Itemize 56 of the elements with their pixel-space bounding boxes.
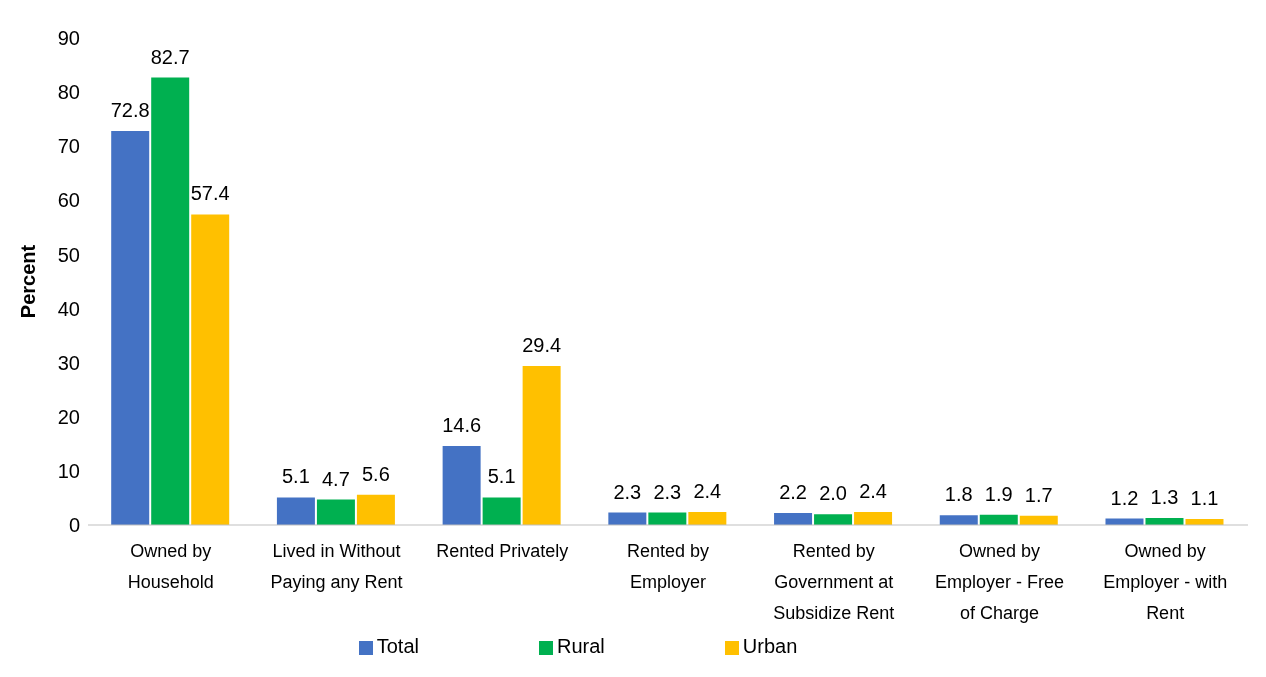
data-label: 5.1 bbox=[282, 465, 310, 488]
data-label: 14.6 bbox=[442, 414, 482, 436]
bar bbox=[939, 515, 978, 525]
y-tick-label: 70 bbox=[57, 135, 80, 158]
x-tick-label: Rented Privately bbox=[436, 541, 569, 561]
bar bbox=[151, 77, 190, 525]
bar bbox=[356, 494, 395, 525]
x-tick-label: Lived in Without Paying any Rent bbox=[270, 541, 403, 592]
y-tick-label: 60 bbox=[57, 189, 80, 212]
x-tick-label: Rented by Employer bbox=[626, 541, 710, 592]
data-label: 1.7 bbox=[1024, 483, 1053, 506]
data-label: 82.7 bbox=[150, 45, 190, 68]
bar bbox=[482, 497, 521, 525]
y-tick-label: 90 bbox=[57, 27, 80, 50]
y-tick-label: 50 bbox=[57, 243, 80, 266]
y-tick-label: 30 bbox=[57, 351, 80, 374]
data-label: 57.4 bbox=[190, 182, 230, 205]
x-tick-label: Owned by Employer - Free of Charge bbox=[934, 541, 1064, 623]
data-label: 2.2 bbox=[779, 481, 807, 504]
data-label: 1.1 bbox=[1190, 487, 1219, 510]
legend-label: Urban bbox=[742, 635, 798, 657]
bar bbox=[522, 365, 561, 525]
data-label: 2.4 bbox=[693, 480, 722, 503]
bar bbox=[688, 512, 727, 525]
bar bbox=[316, 499, 355, 525]
bar bbox=[854, 512, 893, 525]
data-label: 2.4 bbox=[859, 480, 887, 503]
legend-label: Rural bbox=[556, 635, 605, 657]
x-tick-label: Owned by Employer - with Rent bbox=[1103, 541, 1228, 623]
x-tick-label: Rented by Government at Subsidize Rent bbox=[773, 541, 895, 623]
data-label: 2.3 bbox=[653, 480, 682, 503]
bar bbox=[442, 446, 481, 525]
y-tick-label: 20 bbox=[57, 405, 80, 428]
y-tick-label: 10 bbox=[57, 459, 80, 482]
data-label: 1.8 bbox=[944, 483, 973, 506]
data-label: 72.8 bbox=[110, 99, 150, 122]
data-label: 2.0 bbox=[819, 482, 847, 505]
bar bbox=[191, 214, 230, 525]
bar bbox=[774, 513, 813, 525]
data-label: 1.2 bbox=[1110, 486, 1139, 509]
data-label: 29.4 bbox=[522, 333, 562, 356]
bar bbox=[111, 131, 150, 525]
data-label: 4.7 bbox=[322, 467, 350, 490]
data-label: 2.3 bbox=[613, 480, 642, 503]
data-label: 5.1 bbox=[487, 465, 516, 488]
legend-label: Total bbox=[376, 635, 419, 657]
data-label: 5.6 bbox=[362, 462, 390, 485]
y-tick-label: 40 bbox=[57, 297, 80, 320]
y-tick-label: 80 bbox=[57, 81, 80, 104]
y-axis-title: Percent bbox=[17, 244, 40, 319]
bar bbox=[814, 514, 853, 525]
data-label: 1.3 bbox=[1150, 485, 1179, 508]
bar bbox=[276, 497, 315, 525]
data-label: 1.9 bbox=[984, 482, 1013, 505]
y-tick-label: 0 bbox=[68, 514, 80, 537]
x-tick-label: Owned by Household bbox=[127, 541, 214, 592]
